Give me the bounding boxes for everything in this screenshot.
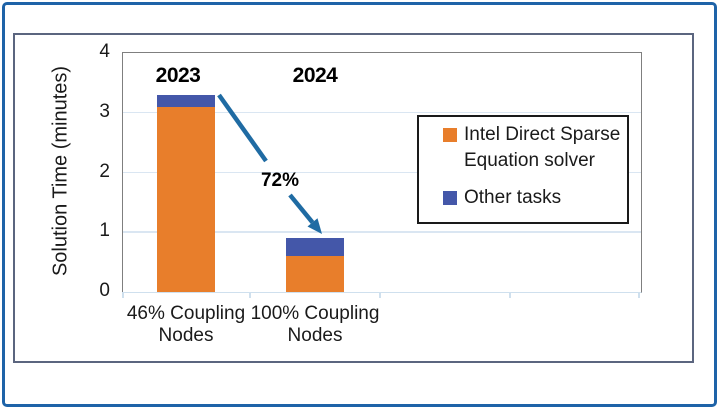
bar-segment-other-tasks <box>157 94 215 107</box>
bar-2023 <box>157 94 215 292</box>
y-tick-label-2: 2 <box>99 160 110 182</box>
x-tick-1 <box>249 292 251 298</box>
category-label-46pct: 46% Coupling Nodes <box>126 303 246 347</box>
gridline-y3 <box>123 111 641 114</box>
y-tick-label-3: 3 <box>99 100 110 122</box>
year-label-2023: 2023 <box>155 64 201 87</box>
bar-2024 <box>286 238 344 292</box>
y-tick-label-1: 1 <box>99 220 110 242</box>
x-tick-2 <box>379 292 381 298</box>
legend-swatch-other-icon <box>443 191 457 205</box>
legend-label-other: Other tasks <box>464 187 562 208</box>
legend-swatch-solver-icon <box>443 128 457 142</box>
x-tick-4 <box>638 292 640 298</box>
bar-segment-solver <box>157 106 215 292</box>
gridline-y2 <box>123 171 641 173</box>
y-tick-label-4: 4 <box>99 41 110 62</box>
legend-item-solver: Intel Direct Sparse Equation solver <box>443 122 621 174</box>
bar-segment-other-tasks <box>286 238 344 257</box>
gridline-y1 <box>123 231 641 233</box>
legend: Intel Direct Sparse Equation solver Othe… <box>417 115 629 224</box>
legend-item-other: Other tasks <box>443 185 621 211</box>
bar-segment-solver <box>286 256 344 292</box>
x-tick-0 <box>122 292 124 298</box>
reduction-percentage-label: 72% <box>260 170 300 191</box>
legend-label-solver: Intel Direct Sparse Equation solver <box>464 124 621 171</box>
category-label-100pct: 100% Coupling Nodes <box>250 303 380 347</box>
year-label-2024: 2024 <box>292 64 338 87</box>
x-tick-3 <box>509 292 511 298</box>
y-tick-label-0: 0 <box>99 280 110 301</box>
